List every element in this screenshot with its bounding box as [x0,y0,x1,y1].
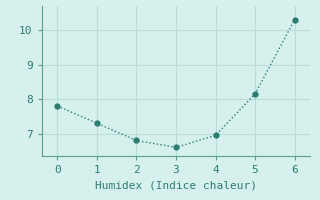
X-axis label: Humidex (Indice chaleur): Humidex (Indice chaleur) [95,181,257,191]
